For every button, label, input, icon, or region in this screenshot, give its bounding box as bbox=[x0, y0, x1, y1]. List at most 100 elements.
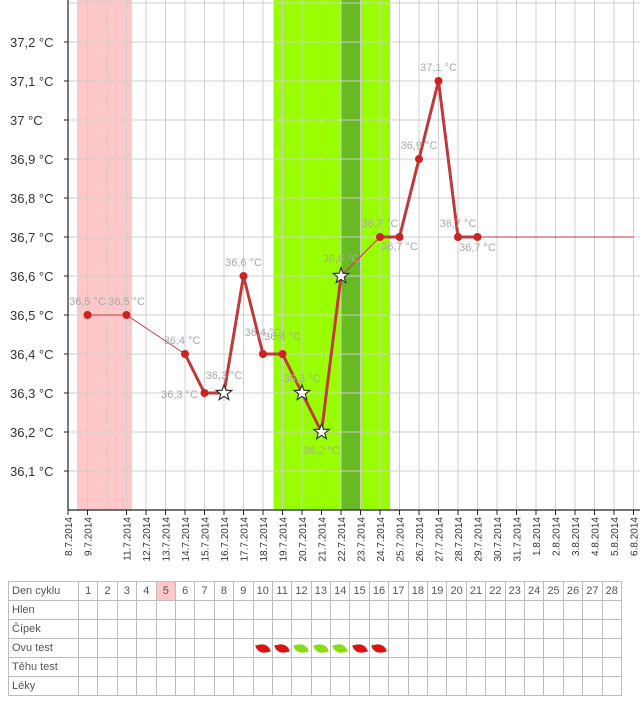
cycle-cell bbox=[252, 657, 273, 677]
cycle-day-cell: 5 bbox=[155, 581, 176, 601]
cycle-day-cell: 27 bbox=[582, 581, 603, 601]
cycle-cell bbox=[601, 676, 622, 696]
x-tick-label: 2.8.2014 bbox=[552, 517, 563, 556]
data-label: 36,2 °C bbox=[303, 445, 340, 457]
cycle-cell bbox=[116, 676, 138, 696]
cycle-cell bbox=[330, 600, 351, 620]
ovu-negative-icon bbox=[274, 642, 290, 654]
cycle-cell bbox=[349, 600, 370, 620]
data-label: 36,4 °C bbox=[245, 327, 282, 339]
series-line-segment bbox=[417, 79, 440, 161]
cycle-bands bbox=[77, 0, 390, 510]
cycle-cell bbox=[252, 676, 273, 696]
x-tick-label: 30.7.2014 bbox=[493, 517, 504, 562]
x-tick-label: 4.8.2014 bbox=[591, 517, 602, 556]
cycle-cell bbox=[136, 676, 157, 696]
cycle-cell bbox=[349, 638, 370, 658]
cycle-cell bbox=[407, 600, 429, 620]
cycle-cell bbox=[77, 638, 99, 658]
series-line-segment bbox=[183, 352, 206, 395]
cycle-cell bbox=[252, 619, 273, 639]
series-line-segment bbox=[340, 236, 381, 277]
cycle-day-cell: 25 bbox=[543, 581, 564, 601]
cycle-row: Čípek bbox=[8, 619, 622, 639]
cycle-day-cell: 23 bbox=[504, 581, 525, 601]
data-labels: 36,5 °C 36,5 °C 36,4 °C 36,3 °C 36,3 °C 36,6 … bbox=[69, 62, 496, 457]
cycle-cell bbox=[97, 657, 118, 677]
cycle-header-row: Den cyklu 1 2 3 4 5 6 7 8 9 10 11 12 13 14 15 16 17 18 19 20… bbox=[8, 581, 622, 601]
cycle-cell bbox=[310, 600, 332, 620]
cycle-cell bbox=[291, 638, 312, 658]
cycle-cell bbox=[446, 600, 467, 620]
cycle-cell bbox=[582, 676, 603, 696]
cycle-cell bbox=[194, 619, 215, 639]
cycle-cell bbox=[271, 638, 293, 658]
cycle-cell bbox=[97, 638, 118, 658]
data-label: 36,7 °C bbox=[381, 241, 418, 253]
data-label: 36,4 °C bbox=[164, 335, 201, 347]
y-tick-label: 36,8 °C bbox=[10, 191, 54, 206]
cycle-row: Léky bbox=[8, 676, 622, 696]
data-label: 36,7 °C bbox=[459, 242, 496, 254]
x-tick-label: 16.7.2014 bbox=[220, 517, 231, 562]
cycle-day-cell: 17 bbox=[388, 581, 409, 601]
cycle-cell bbox=[310, 676, 332, 696]
cycle-cell bbox=[446, 657, 467, 677]
x-tick-label: 9.7.2014 bbox=[84, 517, 95, 556]
data-point bbox=[434, 77, 443, 85]
row-label: Ovu test bbox=[8, 638, 79, 658]
cycle-cell bbox=[97, 600, 118, 620]
cycle-cell bbox=[446, 619, 467, 639]
cycle-cell bbox=[97, 676, 118, 696]
data-point-star bbox=[292, 383, 312, 402]
cycle-cell bbox=[213, 676, 235, 696]
cycle-cell bbox=[330, 657, 351, 677]
cycle-cell bbox=[155, 619, 176, 639]
x-tick-label: 24.7.2014 bbox=[376, 517, 387, 562]
cycle-cell bbox=[465, 657, 487, 677]
cycle-cell bbox=[562, 638, 584, 658]
cycle-cell bbox=[368, 619, 390, 639]
cycle-cell bbox=[523, 619, 545, 639]
cycle-day-cell: 4 bbox=[136, 581, 157, 601]
cycle-cell bbox=[543, 638, 564, 658]
data-label: 36,4 °C bbox=[264, 331, 301, 343]
cycle-cell bbox=[368, 676, 390, 696]
cycle-day-cell: 2 bbox=[97, 581, 118, 601]
cycle-cell bbox=[582, 619, 603, 639]
cycle-cell bbox=[310, 657, 332, 677]
cycle-day-cell: 24 bbox=[523, 581, 545, 601]
ovulation-band bbox=[341, 0, 361, 510]
data-label: 36,5 °C bbox=[108, 296, 145, 308]
cycle-cell bbox=[601, 638, 622, 658]
y-tick-label: 36,5 °C bbox=[10, 308, 54, 323]
cycle-cell bbox=[330, 619, 351, 639]
data-label: 36,3 °C bbox=[161, 389, 198, 401]
cycle-cell bbox=[174, 600, 196, 620]
x-tick-label: 6.8.2014 bbox=[630, 517, 640, 556]
cycle-cell bbox=[291, 676, 312, 696]
cycle-cell bbox=[407, 676, 429, 696]
cycle-cell bbox=[174, 676, 196, 696]
cycle-cell bbox=[233, 657, 254, 677]
data-point bbox=[473, 233, 482, 241]
data-label: 36,7 °C bbox=[440, 218, 477, 230]
x-tick-label: 13.7.2014 bbox=[162, 517, 173, 562]
cycle-cell bbox=[465, 619, 487, 639]
y-tick-label: 36,1 °C bbox=[10, 464, 54, 479]
cycle-cell bbox=[446, 676, 467, 696]
cycle-cell bbox=[427, 600, 448, 620]
cycle-cell bbox=[504, 600, 525, 620]
data-label: 37,1 °C bbox=[420, 62, 457, 74]
cycle-cell bbox=[601, 600, 622, 620]
x-tick-label: 28.7.2014 bbox=[454, 517, 465, 562]
cycle-cell bbox=[562, 657, 584, 677]
cycle-cell bbox=[349, 676, 370, 696]
x-tick-labels: 8.7.2014 9.7.2014 11.7.2014 12.7.2014 13.7.2… bbox=[64, 517, 640, 562]
cycle-cell bbox=[310, 619, 332, 639]
cycle-cell bbox=[291, 600, 312, 620]
cycle-cell bbox=[368, 638, 390, 658]
data-point-star bbox=[214, 383, 234, 402]
cycle-row: Těhu test bbox=[8, 657, 622, 677]
cycle-day-cell: 1 bbox=[77, 581, 99, 601]
